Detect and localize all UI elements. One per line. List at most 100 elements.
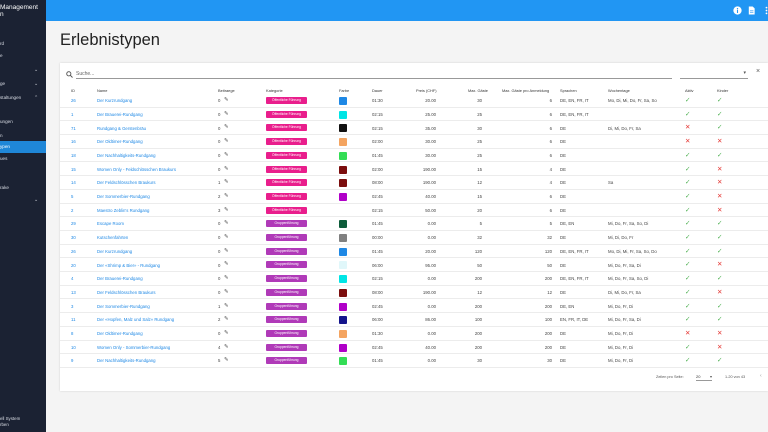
previous-page-button[interactable]: ‹ (760, 373, 762, 379)
row-name-link[interactable]: Der Feldschlösschen Braukurs (97, 289, 156, 295)
row-id-link[interactable]: 11 (71, 317, 76, 323)
edit-pencil-icon[interactable]: ✎ (224, 110, 229, 117)
row-name-link[interactable]: Der Nachhaltigkeits-Rundgang (97, 152, 156, 158)
row-id-link[interactable]: 20 (71, 262, 76, 268)
filter-select[interactable]: ▾ (680, 70, 748, 79)
table-row[interactable]: 3 Der Sommerbier-Rundgang 1 ✎ Gruppenführung… (60, 300, 768, 314)
row-name-link[interactable]: Der Oldtimer-Rundgang (97, 331, 143, 337)
table-row[interactable]: 26 Der Kurzrundgang 0 ✎ Gruppenführung 01:45 2… (60, 245, 768, 259)
column-header-requests[interactable]: Beitraege (218, 88, 235, 93)
edit-pencil-icon[interactable]: ✎ (224, 151, 229, 158)
row-name-link[interactable]: Der «Hopfen, Malz und Salz» Rundgang (97, 317, 175, 323)
column-header-languages[interactable]: Sprachen (560, 88, 577, 93)
table-row[interactable]: 13 Der Feldschlösschen Braukurs 0 ✎ Gruppenf… (60, 286, 768, 300)
sidebar-item-1[interactable]: e (0, 50, 46, 62)
row-name-link[interactable]: Der Kurzrundgang (97, 98, 133, 104)
row-name-link[interactable]: Women Only - Feldschlösschen Braukurs (97, 166, 176, 172)
column-header-color[interactable]: Farbe (339, 88, 350, 93)
sidebar-item-2[interactable]: ⌄ (0, 64, 46, 76)
edit-pencil-icon[interactable]: ✎ (224, 261, 229, 268)
row-id-link[interactable]: 14 (71, 180, 76, 186)
table-row[interactable]: 11 Der «Hopfen, Malz und Salz» Rundgang 2 ✎… (60, 313, 768, 327)
edit-pencil-icon[interactable]: ✎ (224, 343, 229, 350)
table-row[interactable]: 15 Women Only - Feldschlösschen Braukurs 0… (60, 163, 768, 177)
row-id-link[interactable]: 15 (71, 166, 76, 172)
column-header-id[interactable]: ID (71, 88, 75, 93)
edit-pencil-icon[interactable]: ✎ (224, 97, 229, 103)
table-row[interactable]: 8 Der Oldtimer-Rundgang 0 ✎ Gruppenführung 01… (60, 327, 768, 341)
row-name-link[interactable]: Der Brauerei-Rundgang (97, 276, 143, 282)
sidebar-item-11[interactable]: ⌄ (0, 194, 46, 206)
sidebar-item-7[interactable]: ypen (0, 141, 46, 153)
row-id-link[interactable]: 9 (71, 358, 74, 364)
table-row[interactable]: 10 Women Only - Sommerbier-Rundgang 4 ✎ Grup… (60, 341, 768, 355)
edit-pencil-icon[interactable]: ✎ (224, 192, 229, 199)
row-id-link[interactable]: 71 (71, 125, 76, 131)
column-header-active[interactable]: Aktiv (685, 88, 694, 93)
edit-pencil-icon[interactable]: ✎ (224, 247, 229, 254)
sidebar-item-4[interactable]: staltungen ⌃ (0, 92, 46, 104)
column-header-children[interactable]: Kinder (717, 88, 729, 93)
sidebar-item-8[interactable]: ues (0, 153, 46, 165)
row-id-link[interactable]: 26 (71, 98, 76, 104)
table-row[interactable]: 9 Der Nachhaltigkeits-Rundgang 5 ✎ Gruppenfü… (60, 354, 768, 368)
edit-pencil-icon[interactable]: ✎ (224, 179, 229, 186)
row-id-link[interactable]: 5 (71, 194, 74, 200)
row-name-link[interactable]: Rundgang & Gerstenbräu (97, 125, 146, 131)
edit-pencil-icon[interactable]: ✎ (224, 302, 229, 309)
edit-pencil-icon[interactable]: ✎ (224, 234, 229, 240)
table-row[interactable]: 5 Der Sommerbier-Rundgang 2 ✎ Öffentliche Fü… (60, 190, 768, 204)
edit-pencil-icon[interactable]: ✎ (224, 220, 229, 227)
row-id-link[interactable]: 2 (71, 207, 74, 213)
row-id-link[interactable]: 13 (71, 289, 76, 295)
edit-pencil-icon[interactable]: ✎ (224, 165, 229, 172)
column-header-max-per-booking[interactable]: Max. Gäste pro Anmeldung (502, 88, 550, 93)
table-row[interactable]: 14 Der Feldschlösschen Braukurs 1 ✎ Öffentli… (60, 176, 768, 190)
row-name-link[interactable]: Der Kurzrundgang (97, 248, 133, 254)
table-row[interactable]: 29 Escape Room 0 ✎ Gruppenführung 01:45 0.00 5 5… (60, 217, 768, 231)
row-id-link[interactable]: 8 (71, 331, 74, 337)
row-id-link[interactable]: 1 (71, 111, 74, 117)
row-name-link[interactable]: Der Nachhaltigkeits-Rundgang (97, 358, 156, 364)
row-name-link[interactable]: Kutschenfahrten (97, 235, 129, 241)
row-id-link[interactable]: 18 (71, 152, 76, 158)
table-row[interactable]: 71 Rundgang & Gerstenbräu 0 ✎ Öffentliche Fü… (60, 121, 768, 136)
row-id-link[interactable]: 26 (71, 248, 76, 254)
edit-pencil-icon[interactable]: ✎ (224, 329, 229, 336)
info-icon[interactable] (733, 6, 742, 15)
sidebar-item-9[interactable] (0, 170, 46, 182)
sidebar-item-10[interactable]: rake (0, 182, 46, 194)
column-header-weekdays[interactable]: Wochentage (608, 88, 630, 93)
column-header-duration[interactable]: Dauer (372, 88, 383, 93)
edit-pencil-icon[interactable]: ✎ (224, 124, 229, 131)
row-name-link[interactable]: Escape Room (97, 221, 124, 227)
document-icon[interactable] (747, 6, 756, 15)
row-name-link[interactable]: Der Sommerbier-Rundgang (97, 194, 150, 200)
column-header-max-guests[interactable]: Max. Gäste (468, 88, 488, 93)
row-name-link[interactable]: Der Feldschlösschen Braukurs (97, 180, 156, 186)
table-row[interactable]: 30 Kutschenfahrten 0 ✎ Gruppenführung 00:00 0.… (60, 231, 768, 245)
column-header-price[interactable]: Preis (CHF) (416, 88, 437, 93)
row-id-link[interactable]: 3 (71, 303, 74, 309)
row-name-link[interactable]: Maestro Zeblin's Rundgang (97, 207, 150, 213)
edit-pencil-icon[interactable]: ✎ (224, 288, 229, 295)
row-id-link[interactable]: 30 (71, 235, 76, 241)
row-id-link[interactable]: 16 (71, 139, 76, 145)
sidebar-item-0[interactable]: rd (0, 38, 46, 50)
row-name-link[interactable]: Der Oldtimer-Rundgang (97, 139, 143, 145)
table-row[interactable]: 18 Der Nachhaltigkeits-Rundgang 0 ✎ Öffentli… (60, 149, 768, 163)
row-name-link[interactable]: Women Only - Sommerbier-Rundgang (97, 344, 171, 350)
sidebar-item-5[interactable]: ungen (0, 116, 46, 128)
edit-pencil-icon[interactable]: ✎ (224, 357, 229, 364)
row-name-link[interactable]: Der «Shrimp & Bier» - Rundgang (97, 262, 161, 268)
column-header-name[interactable]: Name (97, 88, 108, 93)
row-id-link[interactable]: 4 (71, 276, 74, 282)
row-id-link[interactable]: 29 (71, 221, 76, 227)
more-vert-icon[interactable] (762, 6, 768, 15)
sidebar-item-3[interactable]: ge ⌄ (0, 78, 46, 90)
edit-pencil-icon[interactable]: ✎ (224, 206, 229, 213)
table-row[interactable]: 20 Der «Shrimp & Bier» - Rundgang 0 ✎ Gruppe… (60, 258, 768, 273)
edit-pencil-icon[interactable]: ✎ (224, 275, 229, 282)
table-row[interactable]: 4 Der Brauerei-Rundgang 0 ✎ Gruppenführung 02… (60, 272, 768, 286)
table-row[interactable]: 26 Der Kurzrundgang 0 ✎ Öffentliche Führung 0… (60, 94, 768, 108)
